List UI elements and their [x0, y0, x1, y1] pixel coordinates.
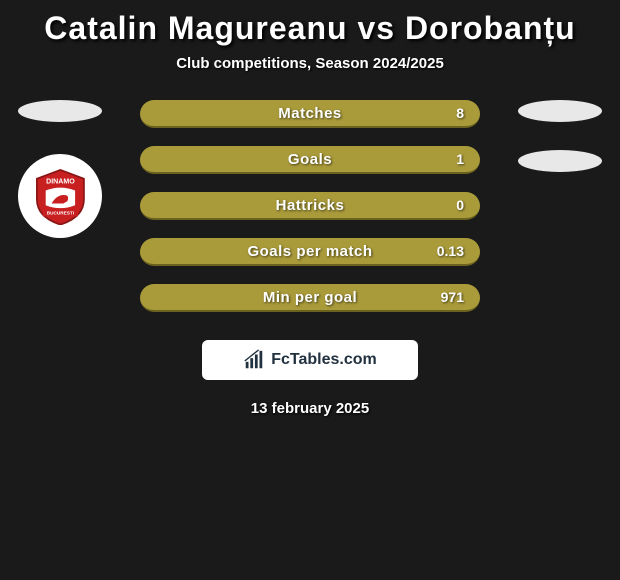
- team-pill-placeholder: [518, 100, 602, 122]
- left-team-column: DINAMO BUCURESTI: [18, 100, 102, 238]
- stat-label: Matches: [278, 105, 342, 122]
- stat-bar-hattricks: Hattricks 0: [140, 192, 480, 220]
- stat-bar-min-per-goal: Min per goal 971: [140, 284, 480, 312]
- page-subtitle: Club competitions, Season 2024/2025: [0, 55, 620, 72]
- dinamo-logo-icon: DINAMO BUCURESTI: [31, 167, 90, 226]
- date-text: 13 february 2025: [0, 400, 620, 417]
- page-title: Catalin Magureanu vs Dorobanțu: [0, 10, 620, 47]
- stat-value: 971: [441, 289, 464, 305]
- brand-text: FcTables.com: [271, 351, 377, 369]
- stats-bars: Matches 8 Goals 1 Hattricks 0 Goals per …: [140, 100, 480, 312]
- team-badge-left: DINAMO BUCURESTI: [18, 154, 102, 238]
- team-pill-placeholder: [518, 150, 602, 172]
- stat-label: Goals: [288, 151, 332, 168]
- stat-label: Hattricks: [276, 197, 345, 214]
- svg-text:DINAMO: DINAMO: [46, 178, 75, 185]
- stat-label: Min per goal: [263, 289, 357, 306]
- stat-value: 8: [456, 105, 464, 121]
- right-team-column: [518, 100, 602, 200]
- team-pill-placeholder: [18, 100, 102, 122]
- stat-value: 1: [456, 151, 464, 167]
- infographic-container: Catalin Magureanu vs Dorobanțu Club comp…: [0, 0, 620, 417]
- stat-value: 0.13: [437, 243, 464, 259]
- stat-value: 0: [456, 197, 464, 213]
- stat-bar-goals-per-match: Goals per match 0.13: [140, 238, 480, 266]
- svg-text:BUCURESTI: BUCURESTI: [46, 210, 73, 215]
- chart-icon: [243, 349, 265, 371]
- stat-bar-matches: Matches 8: [140, 100, 480, 128]
- main-content: DINAMO BUCURESTI Matches 8 Goals 1: [0, 100, 620, 417]
- stat-bar-goals: Goals 1: [140, 146, 480, 174]
- stat-label: Goals per match: [247, 243, 372, 260]
- brand-footer: FcTables.com: [202, 340, 418, 380]
